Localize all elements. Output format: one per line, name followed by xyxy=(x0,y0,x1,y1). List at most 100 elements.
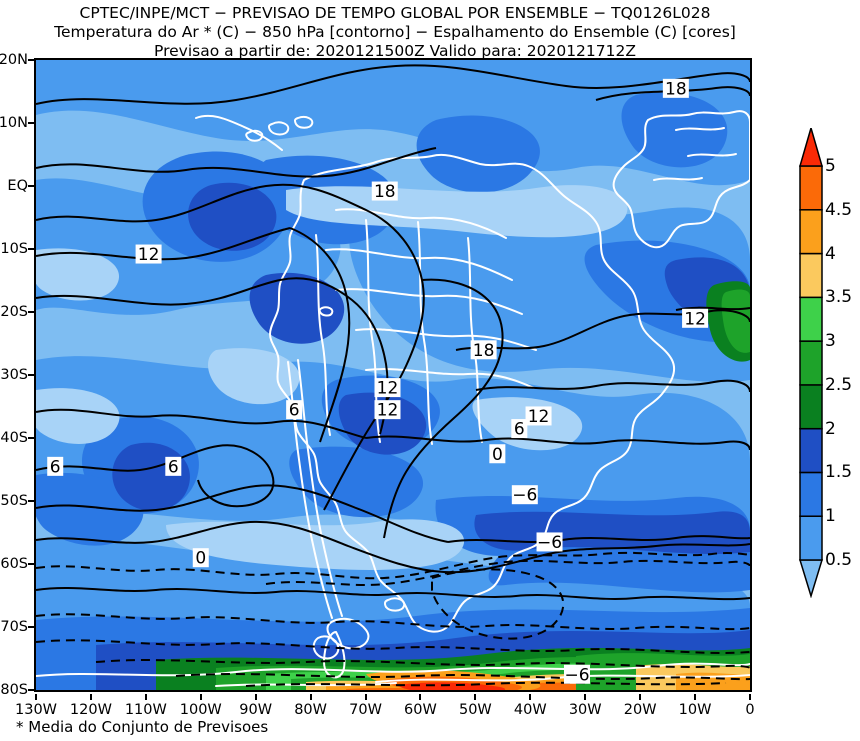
contour-label-text: −6 xyxy=(537,533,562,553)
y-axis-label: 30S xyxy=(0,367,28,383)
y-axis-tick xyxy=(28,500,34,502)
colorbar-tick-label: 2.5 xyxy=(825,374,853,395)
contour-label-box xyxy=(525,406,552,426)
x-axis-label: 70W xyxy=(349,702,382,718)
colorbar-tick-label: 5 xyxy=(825,156,836,176)
x-axis-tick xyxy=(254,694,257,700)
y-axis-label: 60S xyxy=(0,556,28,572)
colorbar-tick-label: 4.5 xyxy=(825,199,853,220)
south-atlantic-green-patch xyxy=(706,281,750,362)
contour-label-text: 12 xyxy=(377,401,399,421)
x-axis-tick xyxy=(584,694,587,700)
colorbar-band xyxy=(799,252,823,299)
contour-label-text: 6 xyxy=(289,401,300,421)
contour-label-text: 18 xyxy=(473,341,495,361)
contour-label-box xyxy=(165,456,182,476)
contour-label-text: 6 xyxy=(168,457,179,477)
contour-label-text: 6 xyxy=(50,457,61,477)
colorbar-extend-min-arrow xyxy=(798,559,824,598)
colorbar-band xyxy=(799,340,823,386)
x-axis-tick xyxy=(35,694,37,700)
contour-label-text: 0 xyxy=(195,549,206,569)
spread-band-0.5 xyxy=(36,185,628,570)
contour-label-box xyxy=(682,308,709,328)
x-axis-label: 50W xyxy=(458,702,492,718)
contour-label-box xyxy=(135,244,162,264)
colorbar-tick-label: 3.5 xyxy=(825,287,853,308)
colorbar-band xyxy=(799,427,823,474)
x-axis-label: 30W xyxy=(568,702,602,718)
x-axis-label: 20W xyxy=(623,702,657,718)
x-axis-label: 80W xyxy=(294,702,328,718)
contour-label-text: 0 xyxy=(492,445,503,465)
y-axis-label: 20S xyxy=(0,304,28,320)
temperature-contours-solid xyxy=(36,64,750,601)
y-axis-tick xyxy=(28,626,34,628)
y-axis-label: EQ xyxy=(7,178,28,194)
x-axis-label: 120W xyxy=(69,702,112,718)
y-axis-tick xyxy=(28,59,34,61)
contour-label-box xyxy=(192,548,209,568)
x-axis-tick xyxy=(529,694,532,700)
contour-label-box xyxy=(470,340,497,360)
contour-label-box xyxy=(47,456,64,476)
contour-label-text: 18 xyxy=(665,79,687,99)
colorbar-band xyxy=(799,209,823,255)
y-axis-label: 10N xyxy=(0,115,28,131)
x-axis-label: 130W xyxy=(14,702,58,718)
colorbar-tick-label: 4 xyxy=(825,243,836,264)
x-axis-tick xyxy=(749,694,751,700)
y-axis-tick xyxy=(28,122,34,124)
y-axis-label: 20N xyxy=(0,52,28,68)
temperature-contours-dashed xyxy=(36,551,750,687)
colorbar-band xyxy=(799,296,823,342)
contour-label-box xyxy=(511,419,528,439)
contour-label-box xyxy=(371,181,398,201)
contour-label-box xyxy=(536,532,563,552)
y-axis-tick xyxy=(28,437,34,439)
colorbar-tick-label: 1 xyxy=(825,506,836,527)
colorbar-band xyxy=(799,384,823,430)
colorbar-tick-label: 1.5 xyxy=(825,462,853,483)
y-axis-tick xyxy=(28,563,34,565)
contour-label-text: −6 xyxy=(512,486,537,506)
colorbar-extend-max-arrow xyxy=(799,128,823,167)
y-axis-label: 70S xyxy=(0,619,28,635)
colorbar-tick-label: 2 xyxy=(825,418,836,439)
contour-label-box xyxy=(374,400,401,420)
colorbar[interactable]: 0.5 1 1.5 2 2.5 3 3.5 4 4.5 5 xyxy=(795,128,860,598)
x-axis-tick xyxy=(639,694,642,700)
title-block: CPTEC/INPE/MCT − PREVISAO DE TEMPO GLOBA… xyxy=(0,4,790,61)
contour-label-text: −6 xyxy=(564,665,589,685)
contour-label-text: 12 xyxy=(528,407,550,427)
header-line-3: Previsao a partir de: 2020121500Z Valido… xyxy=(154,42,636,60)
contour-label-text: 6 xyxy=(514,420,525,440)
contour-label-box xyxy=(662,78,689,98)
y-axis: 20N 10N EQ 10S 20S 30S 40S 50S 60S 70S 80S xyxy=(0,0,34,741)
contour-label-text: 12 xyxy=(138,245,160,265)
contour-label-text: 12 xyxy=(377,379,399,399)
x-axis-label: 40W xyxy=(513,702,547,718)
colorbar-tick-label: 0.5 xyxy=(825,550,853,570)
y-axis-label: 10S xyxy=(0,241,28,257)
x-axis-tick xyxy=(474,694,477,700)
x-axis-label: 10W xyxy=(678,702,712,718)
x-axis-label: 0 xyxy=(745,702,755,718)
x-axis-tick xyxy=(89,694,92,700)
header-line-2: Temperatura do Ar * (C) − 850 hPa [conto… xyxy=(54,23,736,41)
colorbar-tick-label: 3 xyxy=(825,331,836,352)
contour-label-box xyxy=(563,664,590,684)
y-axis-label: 80S xyxy=(0,682,28,698)
contour-label-box xyxy=(374,378,401,398)
y-axis-tick xyxy=(28,689,34,691)
colorbar-band xyxy=(799,515,823,561)
footnote: * Media do Conjunto de Previsoes xyxy=(16,718,269,736)
contour-label-box xyxy=(511,485,538,505)
y-axis-label: 40S xyxy=(0,430,28,446)
colorbar-band xyxy=(799,471,823,517)
x-axis: 130W 120W 110W 100W 90W 80W 70W 60W 50W 40W 30W 20W… xyxy=(0,694,860,718)
y-axis-tick xyxy=(28,311,34,313)
map-plot-area[interactable]: 18 18 18 12 12 12 12 12 6 6 6 6 0 0 −6 −6 −6 xyxy=(34,58,752,692)
